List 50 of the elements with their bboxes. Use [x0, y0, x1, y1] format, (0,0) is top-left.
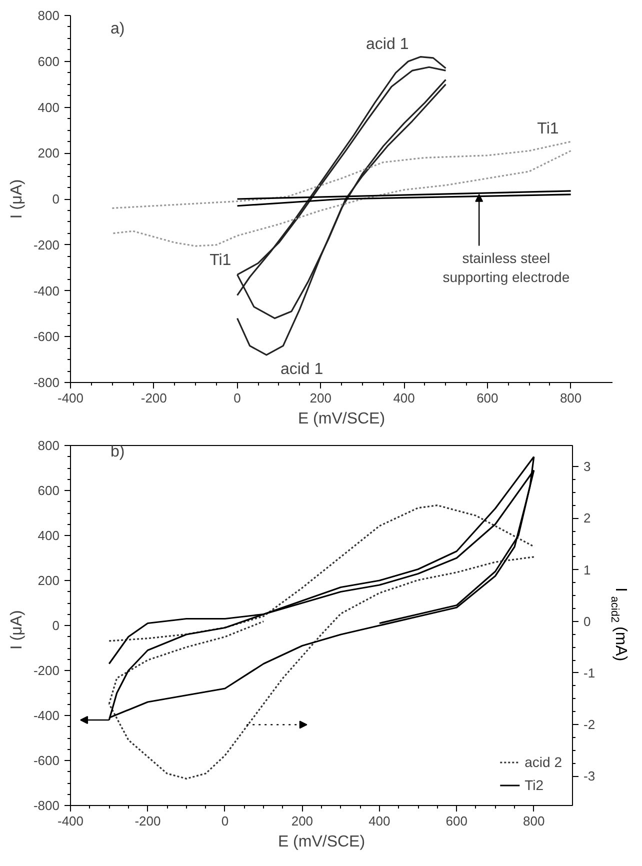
annotation: stainless steel supporting electrode — [442, 250, 570, 285]
y-tick-label: 200 — [38, 573, 60, 588]
y-tick-label: -800 — [33, 798, 60, 813]
y-tick-label: 200 — [38, 146, 60, 161]
y2-tick-label: 1 — [584, 562, 591, 578]
x-tick-label: -200 — [140, 390, 167, 406]
series-label: acid 1 — [280, 360, 324, 378]
y2-tick-label: 0 — [584, 614, 591, 629]
y-tick-label: -400 — [33, 283, 60, 298]
y2-axis-title: Iacid2 (mA) — [608, 588, 629, 662]
x-tick-label: 0 — [234, 390, 241, 406]
y-axis-title: I (μA) — [8, 179, 26, 219]
y-tick-label: 800 — [38, 8, 60, 23]
legend-label: Ti2 — [524, 777, 545, 793]
y2-tick-label: -2 — [584, 717, 596, 732]
y-tick-label: 0 — [52, 192, 60, 206]
y-tick-label: -600 — [33, 753, 60, 768]
y2-tick-label: -3 — [584, 768, 596, 784]
x-tick-label: 800 — [523, 814, 545, 828]
text: Ti1 — [210, 252, 232, 270]
x-tick-label: 400 — [368, 814, 390, 828]
x-tick-label: 200 — [291, 814, 314, 828]
y-tick-label: -200 — [33, 663, 60, 678]
y-tick-label: 600 — [38, 483, 60, 498]
series-label: Ti1 — [537, 120, 559, 138]
text: acid 1 — [366, 36, 409, 53]
y-tick-label: 800 — [38, 438, 60, 453]
x-tick-label: 600 — [446, 814, 468, 828]
y-tick-label: -200 — [33, 237, 60, 252]
y-tick-label: -600 — [33, 329, 60, 344]
x-axis-title: E (mV/SCE) — [278, 834, 366, 850]
x-tick-label: 800 — [560, 390, 582, 406]
y-tick-label: -400 — [33, 708, 60, 723]
y2-tick-label: -1 — [584, 665, 596, 680]
x-axis-title: E (mV/SCE) — [298, 410, 386, 428]
x-tick-label: -200 — [134, 814, 161, 828]
y-tick-label: 400 — [38, 528, 60, 543]
chart-title: a) — [110, 20, 125, 38]
y-axis-title: I (μA) — [8, 610, 26, 650]
y2-tick-label: 2 — [584, 510, 591, 526]
y-tick-label: 400 — [38, 100, 60, 115]
y-tick-label: 600 — [38, 54, 60, 69]
y-tick-label: -800 — [33, 375, 60, 390]
x-tick-label: 200 — [310, 390, 332, 406]
x-tick-label: 0 — [221, 814, 229, 828]
y2-tick-label: 3 — [584, 459, 591, 474]
x-tick-label: 600 — [476, 390, 498, 406]
legend-label: acid 2 — [524, 754, 562, 770]
x-tick-label: 400 — [393, 390, 415, 406]
y-tick-label: 0 — [52, 618, 60, 633]
